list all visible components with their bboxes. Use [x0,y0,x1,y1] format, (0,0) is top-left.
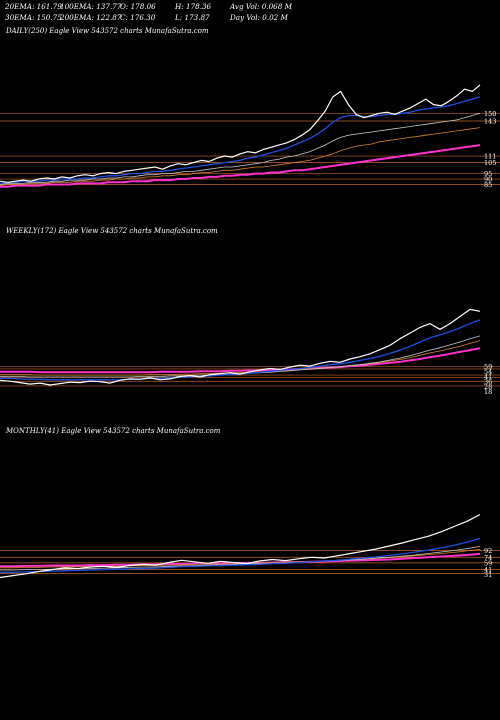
weekly-panel-label: WEEKLY(172) Eagle View 543572 charts Mun… [6,227,218,235]
daily-tick-label-6: 85 [484,181,492,189]
daily-price-line [0,84,481,183]
day-vol-value: Day Vol: 0.02 M [230,13,288,22]
ema20-value: 20EMA: 161.79 [5,2,62,11]
daily-tick-label-4: 95 [484,170,492,178]
monthly-panel-label: MONTHLY(41) Eagle View 543572 charts Mun… [6,427,221,435]
monthly-tick-label-4: 31 [484,571,492,579]
open-value: O: 178.06 [120,2,156,11]
ema100-value: 100EMA: 137.77 [60,2,122,11]
close-value: C: 176.30 [120,13,156,22]
monthly-ema-fast-line [0,537,481,573]
weekly-price-line [0,308,481,386]
monthly-tick-label-3: 41 [484,566,492,574]
daily-tick-label-5: 90 [484,176,492,184]
high-value: H: 178.36 [175,2,212,11]
daily-panel-label: DAILY(250) Eagle View 543572 charts Muna… [6,27,209,35]
monthly-tick-label-0: 92 [484,547,492,555]
monthly-tick-label-1: 74 [484,554,492,562]
ema200-value: 200EMA: 122.87 [60,13,122,22]
monthly-tick-label-2: 59 [484,559,492,567]
weekly-tick-label-4: 28 [484,383,492,391]
daily-tick-label-2: 111 [484,153,496,161]
daily-ema-orange-line [0,127,481,186]
weekly-tick-label-0: 59 [484,363,492,371]
weekly-ema-orange-line [0,340,481,376]
avg-vol-value: Avg Vol: 0.068 M [230,2,292,11]
low-value: L: 173.87 [175,13,210,22]
daily-ema-long-line [0,144,481,188]
ema30-value: 30EMA: 150.75 [5,13,62,22]
indicator-header: 20EMA: 161.79 100EMA: 137.77 O: 178.06 H… [0,0,500,26]
daily-tick-label-0: 150 [484,110,496,118]
weekly-tick-label-3: 36 [484,378,492,386]
weekly-ema-long-line [0,347,481,374]
weekly-tick-label-2: 41 [484,373,492,381]
daily-ema-mid-line [0,112,481,185]
daily-ema-fast-line [0,96,481,185]
monthly-price-line [0,513,481,579]
daily-tick-label-3: 105 [484,159,496,167]
weekly-tick-label-5: 18 [484,388,492,396]
weekly-tick-label-1: 54 [484,368,492,376]
daily-tick-label-1: 143 [484,118,496,126]
